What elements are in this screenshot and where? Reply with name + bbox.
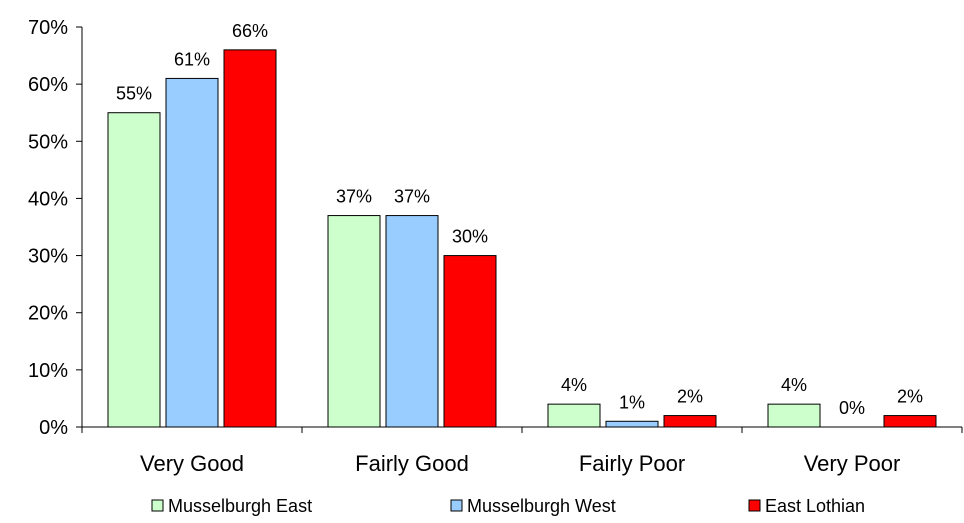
legend-swatch xyxy=(748,499,761,512)
y-tick-label: 60% xyxy=(28,74,68,96)
bar xyxy=(767,403,821,428)
data-label: 37% xyxy=(394,187,430,207)
legend-label: East Lothian xyxy=(765,496,865,516)
legend-swatch xyxy=(151,499,164,512)
category-label: Fairly Poor xyxy=(579,451,685,476)
legend-swatch xyxy=(450,499,463,512)
legend: Musselburgh East Musselburgh West East Lot… xyxy=(151,496,865,516)
data-label: 4% xyxy=(781,375,807,395)
legend-item: Musselburgh West xyxy=(450,496,616,516)
data-label: 4% xyxy=(561,375,587,395)
bar xyxy=(327,215,381,428)
data-label: 55% xyxy=(116,84,152,104)
bar xyxy=(165,77,219,428)
legend-item: East Lothian xyxy=(748,496,865,516)
category-label: Very Poor xyxy=(804,451,901,476)
y-tick-label: 0% xyxy=(39,417,68,439)
bar xyxy=(605,420,659,428)
data-label: 30% xyxy=(452,227,488,247)
legend-item: Musselburgh East xyxy=(151,496,312,516)
y-tick-label: 20% xyxy=(28,303,68,325)
bar xyxy=(443,255,497,428)
category-label: Fairly Good xyxy=(355,451,469,476)
data-label: 0% xyxy=(839,398,865,418)
legend-label: Musselburgh West xyxy=(467,496,616,516)
bars xyxy=(107,49,937,428)
category-label: Very Good xyxy=(140,451,244,476)
bar xyxy=(547,403,601,428)
y-tick-label: 10% xyxy=(28,360,68,382)
data-label: 2% xyxy=(897,387,923,407)
y-axis: 0% 10% 20% 30% 40% 50% 60% 70% xyxy=(28,17,83,439)
bar xyxy=(107,112,161,428)
y-tick-label: 40% xyxy=(28,188,68,210)
data-label: 61% xyxy=(174,49,210,69)
x-axis: Very Good Fairly Good Fairly Poor Very Poor xyxy=(81,426,963,476)
bar xyxy=(223,49,277,428)
bar xyxy=(663,415,717,428)
data-labels: 55% 61% 66% 37% 37% 30% 4% 1% 2% 4% 0% 2% xyxy=(116,21,923,418)
y-tick-label: 30% xyxy=(28,246,68,268)
y-tick-label: 70% xyxy=(28,17,68,39)
data-label: 66% xyxy=(232,21,268,41)
data-label: 2% xyxy=(677,387,703,407)
data-label: 37% xyxy=(336,187,372,207)
bar xyxy=(883,415,937,428)
data-label: 1% xyxy=(619,392,645,412)
legend-label: Musselburgh East xyxy=(168,496,312,516)
bar xyxy=(385,215,439,428)
y-tick-label: 50% xyxy=(28,131,68,153)
